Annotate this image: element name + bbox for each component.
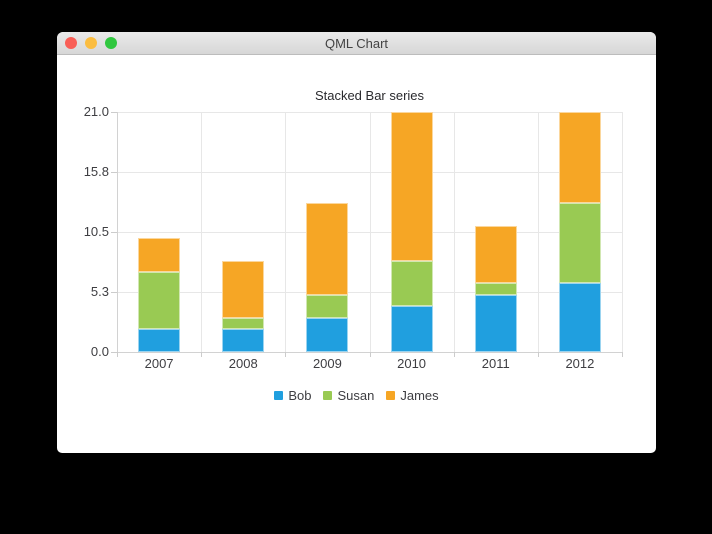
bar-segment-james	[138, 237, 181, 272]
x-category-label: 2009	[312, 356, 342, 371]
v-gridline	[369, 112, 371, 352]
x-tick-mark	[201, 352, 203, 357]
bar-segment-susan	[222, 317, 265, 330]
legend-item-bob: Bob	[274, 388, 311, 403]
close-button[interactable]	[65, 37, 77, 49]
bar-segment-bob	[390, 306, 433, 352]
x-tick-mark	[369, 352, 371, 357]
legend-swatch-james	[386, 391, 396, 400]
chart-legend: Bob Susan James	[57, 388, 656, 403]
v-gridline	[537, 112, 539, 352]
x-category-label: 2010	[397, 356, 427, 371]
x-tick-mark	[285, 352, 287, 357]
bar-segment-susan	[474, 283, 517, 295]
y-tick-mark	[111, 352, 117, 353]
legend-label: James	[400, 388, 439, 403]
v-gridline	[201, 112, 203, 352]
x-category-label: 2011	[481, 356, 510, 371]
legend-swatch-susan	[323, 391, 333, 400]
window-controls	[65, 32, 117, 54]
legend-label: Bob	[288, 388, 312, 403]
x-tick-mark	[117, 352, 118, 357]
bar-segment-susan	[138, 272, 181, 330]
v-gridline	[622, 112, 623, 352]
bar-segment-susan	[558, 203, 601, 284]
zoom-button[interactable]	[105, 37, 117, 49]
y-tick-mark	[111, 172, 117, 173]
y-tick-mark	[111, 292, 117, 293]
bar-segment-bob	[558, 283, 601, 352]
x-category-label: 2008	[228, 356, 258, 371]
v-gridline	[285, 112, 287, 352]
y-tick-label: 21.0	[83, 104, 109, 119]
legend-label: Susan	[337, 388, 375, 403]
minimize-button[interactable]	[85, 37, 97, 49]
chart-title: Stacked Bar series	[314, 88, 425, 103]
bar-segment-bob	[474, 294, 517, 352]
x-tick-mark	[622, 352, 623, 357]
x-category-label: 2012	[565, 356, 595, 371]
v-gridline	[117, 112, 118, 352]
bar-segment-bob	[222, 329, 265, 352]
v-gridline	[453, 112, 455, 352]
bar-segment-susan	[390, 260, 433, 307]
bar-segment-bob	[138, 329, 181, 352]
bar-segment-james	[306, 203, 349, 295]
bar-segment-bob	[306, 317, 349, 352]
y-tick-mark	[111, 232, 117, 233]
y-tick-label: 0.0	[90, 344, 109, 359]
bar-segment-james	[390, 112, 433, 261]
legend-item-james: James	[386, 388, 439, 403]
x-tick-mark	[537, 352, 539, 357]
window-title: QML Chart	[324, 35, 389, 51]
legend-swatch-bob	[274, 391, 284, 400]
app-window: Stacked Bar series Bob Susan James 21.0 15.…	[57, 32, 656, 453]
bar-segment-susan	[306, 294, 349, 318]
x-category-label: 2007	[144, 356, 174, 371]
y-tick-label: 10.5	[83, 224, 109, 239]
bar-segment-james	[222, 260, 265, 318]
x-tick-mark	[453, 352, 455, 357]
window-titlebar[interactable]: QML Chart	[57, 32, 656, 55]
bar-segment-james	[474, 226, 517, 284]
bar-segment-james	[558, 112, 601, 204]
y-tick-mark	[111, 112, 117, 113]
y-tick-label: 5.3	[90, 284, 109, 299]
legend-item-susan: Susan	[323, 388, 374, 403]
stacked-bar-chart: Stacked Bar series Bob Susan James 21.0 15.…	[57, 32, 656, 453]
y-tick-label: 15.8	[83, 164, 109, 179]
